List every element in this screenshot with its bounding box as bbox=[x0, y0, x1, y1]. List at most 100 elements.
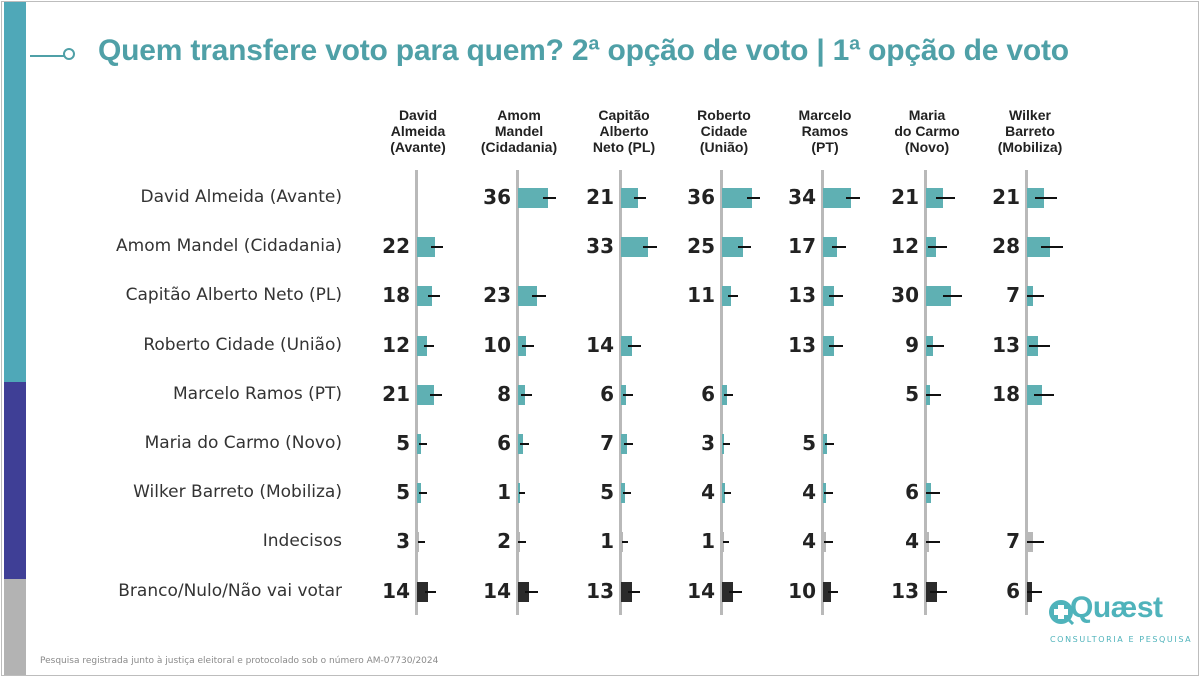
column-header: Wilker Barreto (Mobiliza) bbox=[978, 107, 1082, 155]
data-bar bbox=[1027, 237, 1050, 258]
data-value-label: 21 bbox=[992, 185, 1020, 209]
error-bar bbox=[643, 246, 657, 249]
data-value-label: 18 bbox=[382, 283, 410, 308]
data-bar bbox=[823, 335, 834, 356]
data-value-label: 28 bbox=[992, 234, 1020, 259]
data-bar bbox=[417, 434, 422, 454]
error-bar bbox=[845, 197, 860, 199]
row-label: Indecisos bbox=[262, 531, 342, 552]
error-bar bbox=[519, 492, 525, 495]
data-value-label: 13 bbox=[788, 332, 816, 357]
data-bar bbox=[722, 286, 732, 307]
error-bar bbox=[926, 344, 944, 347]
row-label: Marcelo Ramos (PT) bbox=[172, 383, 342, 404]
error-bar bbox=[1027, 541, 1045, 544]
error-bar bbox=[746, 197, 761, 199]
title-connector-line bbox=[30, 55, 68, 57]
data-value-label: 14 bbox=[687, 578, 715, 603]
data-value-label: 22 bbox=[382, 234, 410, 259]
column-header: David Almeida (Avante) bbox=[366, 107, 470, 155]
column-axis-line bbox=[516, 170, 519, 615]
error-bar bbox=[824, 443, 834, 445]
data-value-label: 34 bbox=[788, 185, 816, 209]
logo-subtitle: CONSULTORIA E PESQUISA bbox=[1050, 635, 1193, 644]
error-bar bbox=[417, 541, 426, 544]
error-bar bbox=[518, 541, 526, 544]
data-bar bbox=[621, 237, 649, 258]
error-bar bbox=[928, 246, 948, 249]
column-header-line: (Novo) bbox=[904, 139, 950, 155]
column-axis-line bbox=[1025, 170, 1028, 615]
data-bar bbox=[621, 483, 626, 504]
error-bar bbox=[926, 492, 940, 495]
data-value-label: 12 bbox=[891, 234, 919, 259]
column-header-line: (União) bbox=[699, 139, 749, 155]
data-value-label: 5 bbox=[905, 381, 919, 406]
error-bar bbox=[430, 393, 443, 396]
data-bar bbox=[621, 335, 633, 356]
title-bullet-icon bbox=[63, 48, 75, 60]
error-bar bbox=[1029, 344, 1050, 347]
data-value-label: 12 bbox=[382, 332, 410, 357]
error-bar bbox=[1027, 590, 1043, 593]
data-bar bbox=[621, 532, 623, 553]
error-bar bbox=[926, 541, 940, 544]
data-value-label: 36 bbox=[483, 185, 511, 209]
error-bar bbox=[935, 197, 955, 199]
data-bar bbox=[518, 483, 520, 504]
data-bar bbox=[823, 237, 837, 258]
accent-strip-teal bbox=[4, 2, 26, 382]
error-bar bbox=[828, 295, 843, 298]
error-bar bbox=[525, 590, 538, 593]
data-value-label: 10 bbox=[483, 332, 511, 357]
error-bar bbox=[622, 541, 628, 544]
column-header-line: Amom bbox=[497, 107, 541, 123]
data-value-label: 13 bbox=[788, 283, 816, 308]
error-bar bbox=[1033, 393, 1054, 396]
accent-strip-gray bbox=[4, 579, 26, 675]
error-bar bbox=[627, 590, 640, 593]
data-value-label: 3 bbox=[701, 431, 715, 455]
column-header-line: (Mobiliza) bbox=[997, 139, 1063, 155]
row-label: Roberto Cidade (União) bbox=[143, 334, 342, 355]
error-bar bbox=[419, 443, 427, 445]
row-label: Amom Mandel (Cidadania) bbox=[116, 236, 342, 257]
data-bar bbox=[518, 188, 548, 208]
error-bar bbox=[1027, 295, 1045, 298]
data-bar bbox=[518, 581, 530, 602]
error-bar bbox=[723, 541, 729, 544]
column-header-line: do Carmo bbox=[894, 123, 960, 139]
data-bar bbox=[621, 434, 627, 454]
data-value-label: 21 bbox=[891, 185, 919, 209]
data-bar bbox=[722, 581, 734, 602]
data-value-label: 5 bbox=[600, 480, 614, 505]
column-header-line: Wilker bbox=[1009, 107, 1051, 123]
error-bar bbox=[520, 443, 530, 445]
error-bar bbox=[430, 246, 444, 249]
error-bar bbox=[623, 492, 631, 495]
accent-strip-purple bbox=[4, 382, 26, 579]
data-value-label: 33 bbox=[586, 234, 614, 259]
data-value-label: 4 bbox=[701, 480, 715, 505]
data-value-label: 5 bbox=[396, 431, 410, 455]
error-bar bbox=[729, 590, 742, 593]
slide-title: Quem transfere voto para quem? 2ª opção … bbox=[98, 34, 1069, 67]
column-header-line: Alberto bbox=[599, 123, 649, 139]
data-value-label: 7 bbox=[1006, 529, 1020, 554]
column-header-line: David bbox=[398, 107, 438, 123]
data-value-label: 14 bbox=[586, 332, 614, 357]
data-value-label: 2 bbox=[497, 529, 511, 554]
data-value-label: 14 bbox=[483, 578, 511, 603]
error-bar bbox=[737, 246, 752, 249]
column-axis-line bbox=[821, 170, 824, 615]
data-value-label: 7 bbox=[600, 431, 614, 455]
column-header: Amom Mandel (Cidadania) bbox=[467, 107, 571, 155]
data-value-label: 14 bbox=[382, 578, 410, 603]
row-label: David Almeida (Avante) bbox=[140, 187, 342, 207]
data-bar bbox=[823, 286, 834, 307]
data-value-label: 21 bbox=[586, 185, 614, 209]
data-value-label: 5 bbox=[396, 480, 410, 505]
column-header-line: Cidade bbox=[700, 123, 748, 139]
data-bar bbox=[417, 286, 432, 307]
quaest-logo: Quæst CONSULTORIA E PESQUISA bbox=[1048, 591, 1191, 647]
